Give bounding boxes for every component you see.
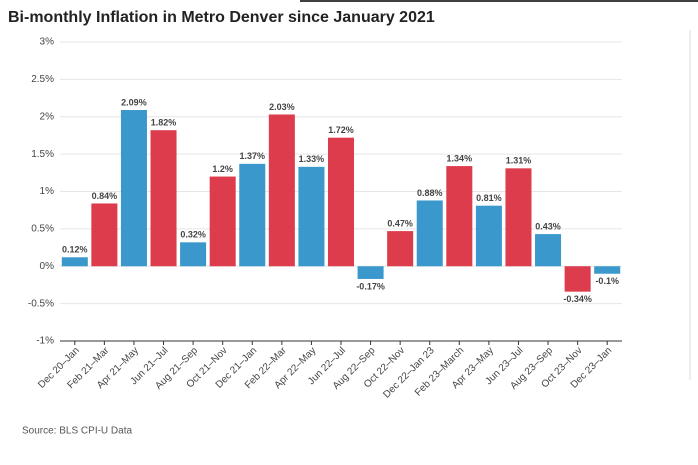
value-label: 1.31%	[506, 156, 532, 166]
y-tick-label: 1%	[40, 186, 55, 197]
bar	[446, 166, 473, 267]
bar	[416, 200, 443, 267]
x-tick-label: Dec 22–Jan 23	[381, 345, 437, 401]
value-label: 0.84%	[92, 191, 118, 201]
bar	[387, 231, 414, 267]
value-label: 1.2%	[212, 164, 233, 174]
bar	[357, 266, 384, 279]
bar	[61, 257, 88, 267]
value-label: 0.12%	[62, 245, 88, 255]
value-label: 0.47%	[387, 218, 413, 228]
bar	[535, 234, 562, 267]
value-label: -0.34%	[563, 294, 592, 304]
bar	[298, 166, 325, 267]
value-label: 1.82%	[151, 118, 177, 128]
bar	[239, 163, 266, 267]
bar	[180, 242, 207, 267]
value-label: 2.09%	[121, 97, 147, 107]
value-label: 1.37%	[239, 151, 265, 161]
source: Source: BLS CPI-U Data	[22, 426, 132, 437]
chart-title: Bi-monthly Inflation in Metro Denver sin…	[8, 9, 435, 26]
bar	[91, 203, 118, 267]
y-tick-label: 1.5%	[31, 149, 54, 160]
bar	[594, 266, 621, 274]
value-label: 0.88%	[417, 188, 443, 198]
value-label: 1.33%	[299, 154, 325, 164]
y-tick-label: 0.5%	[31, 224, 54, 235]
bar	[268, 114, 295, 267]
y-tick-label: 2.5%	[31, 74, 54, 85]
y-tick-label: -0.5%	[28, 298, 54, 309]
y-tick-label: -1%	[36, 336, 54, 347]
bar	[150, 130, 177, 267]
value-label: 2.03%	[269, 102, 295, 112]
bar	[120, 110, 147, 267]
value-label: 0.81%	[476, 193, 502, 203]
value-label: 0.43%	[535, 221, 561, 231]
y-tick-label: 0%	[40, 261, 55, 272]
value-label: 0.32%	[180, 230, 206, 240]
bar	[505, 168, 532, 267]
value-label: 1.34%	[447, 153, 473, 163]
bar	[564, 266, 591, 292]
value-label: -0.17%	[356, 281, 385, 291]
bar	[209, 176, 236, 267]
bar	[327, 137, 355, 267]
value-label: 1.72%	[328, 125, 354, 135]
y-tick-label: 3%	[40, 37, 55, 48]
y-tick-label: 2%	[40, 111, 55, 122]
value-label: -0.1%	[595, 276, 619, 286]
bar	[475, 205, 502, 267]
